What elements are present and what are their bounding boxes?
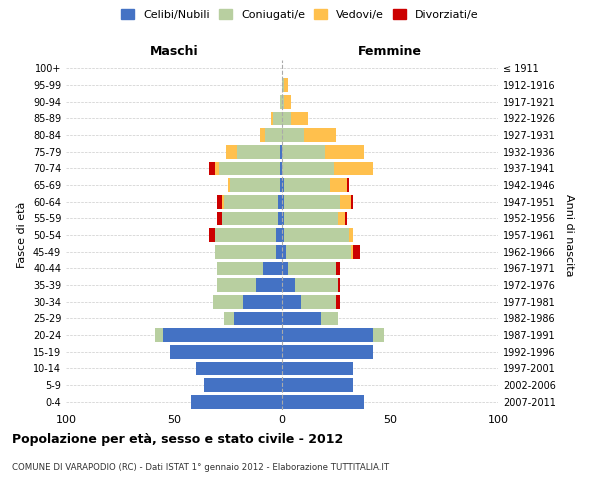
Y-axis label: Anni di nascita: Anni di nascita xyxy=(564,194,574,276)
Bar xyxy=(373,328,383,342)
Bar xyxy=(221,212,278,225)
Text: COMUNE DI VARAPODIO (RC) - Dati ISTAT 1° gennaio 2012 - Elaborazione TUTTITALIA.: COMUNE DI VARAPODIO (RC) - Dati ISTAT 1°… xyxy=(12,462,389,471)
Bar xyxy=(274,112,282,125)
Bar xyxy=(282,395,364,408)
Bar xyxy=(338,278,340,292)
Bar xyxy=(336,262,340,275)
Bar xyxy=(282,162,334,175)
Bar xyxy=(282,128,304,142)
Bar xyxy=(226,145,236,158)
Bar xyxy=(295,278,338,292)
Bar xyxy=(284,212,338,225)
Bar xyxy=(282,345,373,358)
Text: Femmine: Femmine xyxy=(358,44,422,58)
Bar xyxy=(256,278,282,292)
Bar xyxy=(213,295,243,308)
Bar xyxy=(282,278,295,292)
Bar xyxy=(243,295,282,308)
Bar xyxy=(334,162,373,175)
Bar xyxy=(289,262,336,275)
Bar xyxy=(349,228,353,242)
Bar xyxy=(282,145,325,158)
Bar xyxy=(217,278,256,292)
Bar xyxy=(351,245,353,258)
Bar xyxy=(282,178,284,192)
Bar xyxy=(191,395,282,408)
Bar xyxy=(220,162,280,175)
Bar xyxy=(284,95,290,108)
Bar xyxy=(282,328,373,342)
Text: Maschi: Maschi xyxy=(149,44,199,58)
Bar xyxy=(282,195,284,208)
Bar xyxy=(235,312,282,325)
Bar xyxy=(215,228,275,242)
Bar xyxy=(196,362,282,375)
Y-axis label: Fasce di età: Fasce di età xyxy=(17,202,27,268)
Bar xyxy=(217,212,221,225)
Bar xyxy=(284,178,329,192)
Bar xyxy=(217,262,263,275)
Bar xyxy=(329,178,347,192)
Bar xyxy=(325,145,364,158)
Bar xyxy=(282,245,286,258)
Bar xyxy=(280,178,282,192)
Bar xyxy=(347,178,349,192)
Bar xyxy=(217,195,221,208)
Bar xyxy=(282,78,284,92)
Bar xyxy=(301,295,336,308)
Bar xyxy=(204,378,282,392)
Bar xyxy=(278,195,282,208)
Bar xyxy=(290,112,308,125)
Bar xyxy=(321,312,338,325)
Bar xyxy=(221,195,224,208)
Bar xyxy=(275,245,282,258)
Bar xyxy=(338,212,344,225)
Bar xyxy=(155,328,163,342)
Bar xyxy=(284,228,349,242)
Bar xyxy=(282,362,353,375)
Bar xyxy=(344,212,347,225)
Bar xyxy=(170,345,282,358)
Bar xyxy=(282,112,290,125)
Bar xyxy=(224,312,235,325)
Bar xyxy=(282,295,301,308)
Bar xyxy=(282,228,284,242)
Bar xyxy=(282,378,353,392)
Bar xyxy=(224,195,278,208)
Bar xyxy=(215,162,220,175)
Text: Popolazione per età, sesso e stato civile - 2012: Popolazione per età, sesso e stato civil… xyxy=(12,432,343,446)
Bar xyxy=(163,328,282,342)
Bar xyxy=(265,128,282,142)
Bar xyxy=(280,145,282,158)
Bar xyxy=(353,245,360,258)
Bar xyxy=(209,162,215,175)
Bar xyxy=(230,178,280,192)
Bar xyxy=(280,162,282,175)
Bar xyxy=(304,128,336,142)
Bar xyxy=(282,95,284,108)
Bar xyxy=(260,128,265,142)
Bar xyxy=(209,228,215,242)
Bar xyxy=(286,245,351,258)
Bar xyxy=(351,195,353,208)
Bar xyxy=(228,178,230,192)
Bar xyxy=(263,262,282,275)
Bar xyxy=(284,78,289,92)
Bar xyxy=(236,145,280,158)
Bar xyxy=(336,295,340,308)
Bar xyxy=(282,262,289,275)
Bar xyxy=(340,195,351,208)
Bar xyxy=(282,312,321,325)
Bar xyxy=(280,95,282,108)
Bar xyxy=(278,212,282,225)
Bar xyxy=(275,228,282,242)
Bar xyxy=(215,245,275,258)
Bar xyxy=(284,195,340,208)
Bar xyxy=(282,212,284,225)
Bar xyxy=(271,112,274,125)
Legend: Celibi/Nubili, Coniugati/e, Vedovi/e, Divorziati/e: Celibi/Nubili, Coniugati/e, Vedovi/e, Di… xyxy=(118,6,482,23)
